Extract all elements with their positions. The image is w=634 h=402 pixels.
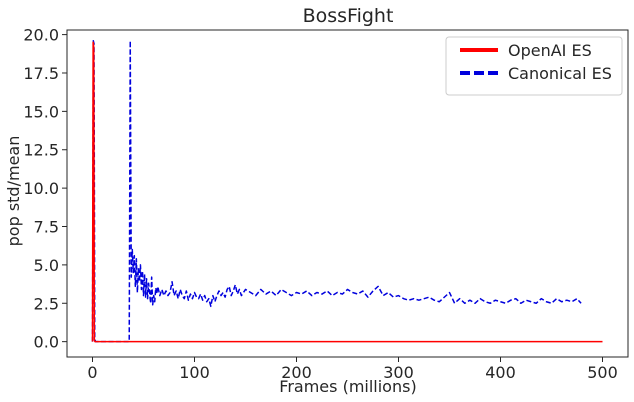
- x-tick-label: 100: [179, 363, 210, 382]
- series-line-canonical-es: [91, 40, 582, 343]
- series-line-openai-es: [91, 41, 603, 343]
- y-tick-label: 5.0: [34, 256, 59, 275]
- y-tick-label: 0.0: [34, 333, 59, 352]
- x-tick-label: 400: [485, 363, 516, 382]
- legend-label: Canonical ES: [508, 64, 612, 83]
- y-tick-label: 17.5: [23, 64, 59, 83]
- x-tick-label: 300: [383, 363, 414, 382]
- y-tick-label: 10.0: [23, 179, 59, 198]
- x-tick-label: 0: [87, 363, 97, 382]
- y-axis-label: pop std/mean: [4, 136, 23, 247]
- x-tick-label: 500: [587, 363, 618, 382]
- legend-label: OpenAI ES: [508, 41, 592, 60]
- plot-area: 0 100 200 300 400 500 0.0 2.5 5.0 7.5 10.0 12.5 15.0…: [23, 26, 629, 382]
- x-tick-label: 200: [281, 363, 312, 382]
- y-tick-label: 7.5: [34, 218, 59, 237]
- y-tick-label: 20.0: [23, 26, 59, 45]
- y-tick-label: 2.5: [34, 294, 59, 313]
- axes-frame: [66, 29, 629, 358]
- legend: OpenAI ES Canonical ES: [445, 36, 623, 96]
- y-tick-label: 15.0: [23, 102, 59, 121]
- x-axis-label: Frames (millions): [279, 377, 416, 396]
- y-tick-label: 12.5: [23, 141, 59, 160]
- chart-title: BossFight: [303, 5, 394, 27]
